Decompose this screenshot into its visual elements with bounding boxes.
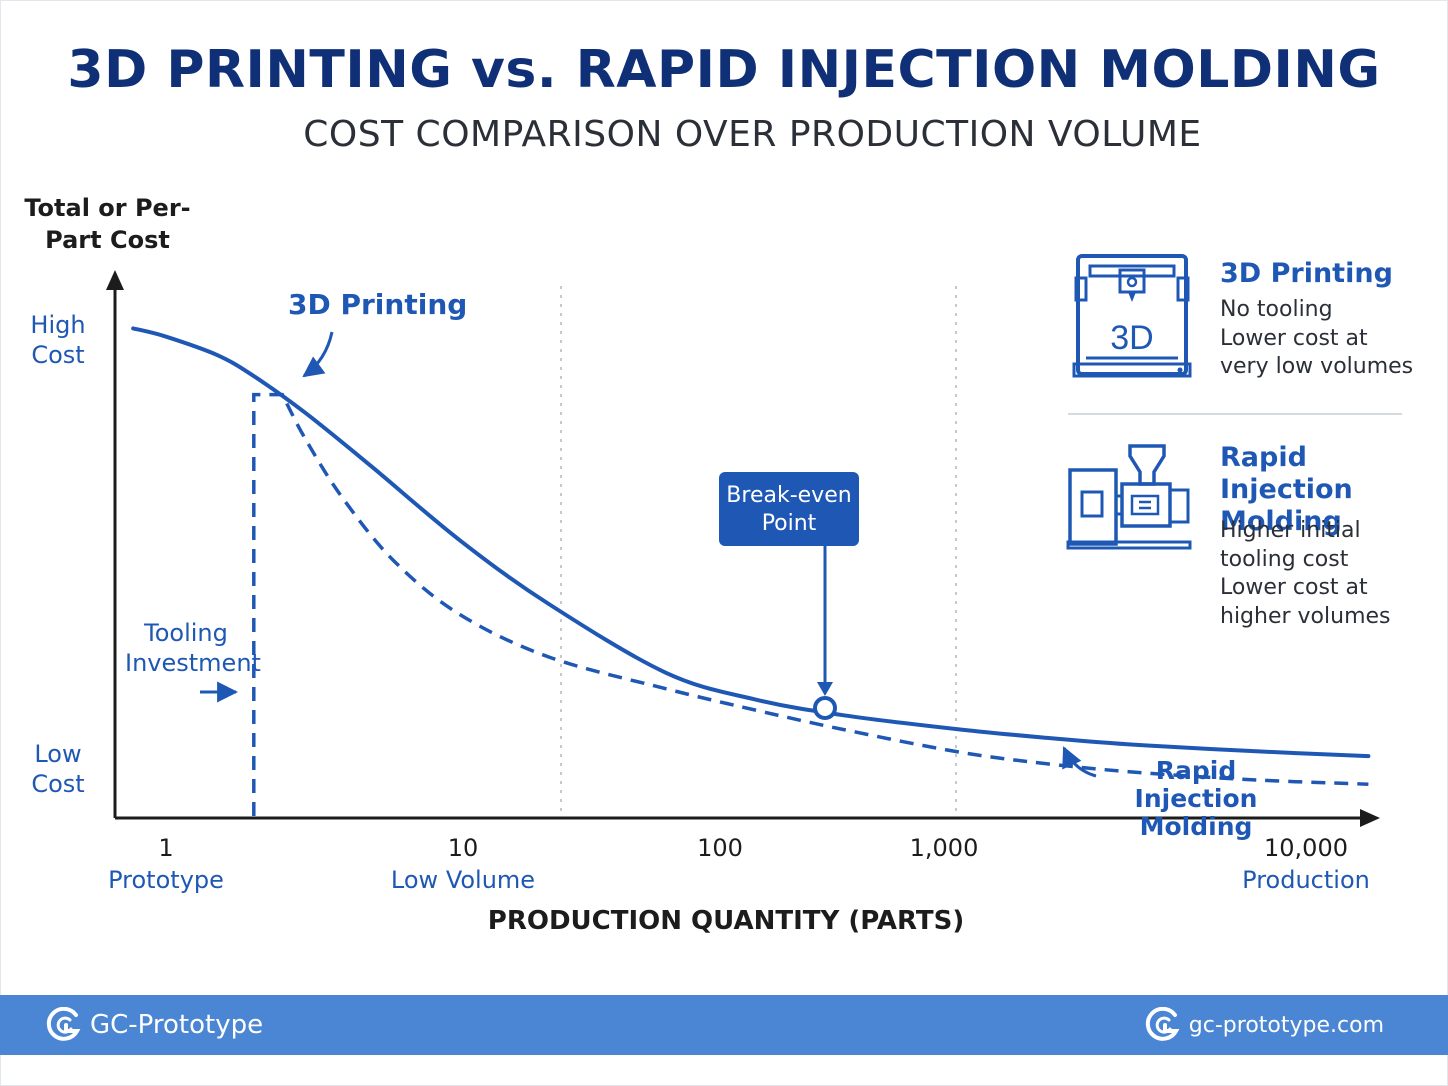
- legend-line: tooling cost: [1220, 546, 1349, 572]
- x-tick-label: 1: [158, 834, 174, 862]
- legend-line: Lower cost at: [1220, 575, 1368, 600]
- chart-subtitle: COST COMPARISON OVER PRODUCTION VOLUME: [303, 114, 1202, 155]
- series-label-3d-printing: 3D Printing: [288, 288, 468, 321]
- x-tick-label: 100: [697, 834, 743, 862]
- gc-logo-icon: [1145, 1007, 1180, 1041]
- x-axis-label: PRODUCTION QUANTITY (PARTS): [487, 906, 965, 936]
- footer-brand[interactable]: GC-Prototype: [46, 1007, 264, 1042]
- series-pointer-injection-molding: [1062, 746, 1097, 778]
- y-axis-label: Total or Per-Part Cost: [24, 194, 191, 254]
- break-even-box: Break-even Point: [719, 472, 859, 546]
- x-tick-1000: 1,000: [834, 832, 1054, 864]
- legend-line: very low volumes: [1220, 354, 1414, 379]
- break-even-label: Break-even Point: [726, 483, 852, 536]
- 3d-printer-icon: 3D: [1072, 254, 1192, 378]
- series-line-injection-molding: [252, 392, 1369, 816]
- x-tick-label: 10: [447, 834, 479, 862]
- footer-url-text: gc-prototype.com: [1188, 1012, 1384, 1038]
- legend-title-line: Rapid Injection: [1220, 442, 1353, 505]
- legend-title-3d-printing: 3D Printing: [1220, 258, 1393, 289]
- x-tick-100: 100: [610, 832, 830, 864]
- x-tick-label: 10,000: [1264, 834, 1348, 862]
- break-even-marker: [813, 696, 837, 720]
- y-tick-low: Low Cost: [31, 740, 85, 798]
- x-axis-arrowhead: [1360, 809, 1380, 827]
- legend-title-line: Molding: [1220, 506, 1342, 537]
- x-tick-1: 1 Prototype: [56, 832, 276, 896]
- series-pointer-3d-printing: [302, 331, 334, 378]
- legend-line: Higher initial: [1220, 518, 1361, 543]
- x-tick-category: Prototype: [108, 866, 224, 894]
- x-tick-category: Low Volume: [390, 866, 536, 894]
- series-label-injection-molding: Rapid Injection Molding: [1134, 756, 1258, 841]
- break-even-arrowhead: [817, 682, 833, 696]
- x-tick-10: 10 Low Volume: [353, 832, 573, 896]
- injection-machine-icon: [1066, 444, 1192, 550]
- footer-brand-name: GC-Prototype: [90, 1010, 264, 1040]
- legend-desc-injection-molding: Higher initial tooling cost Lower cost a…: [1220, 517, 1391, 631]
- legend-line: No tooling: [1220, 297, 1333, 322]
- x-tick-label: 1,000: [909, 834, 979, 862]
- footer-bar: GC-Prototype gc-prototype.com: [0, 995, 1448, 1055]
- y-axis-arrowhead: [106, 270, 124, 290]
- 3d-icon-text: 3D: [1110, 319, 1153, 357]
- chart-title: 3D PRINTING vs. RAPID INJECTION MOLDING: [67, 40, 1381, 100]
- legend-desc-3d-printing: No tooling Lower cost at very low volume…: [1220, 296, 1413, 382]
- legend-title-injection-molding: Rapid Injection Molding: [1220, 442, 1448, 538]
- tooling-investment-label: Tooling Investment: [125, 619, 261, 677]
- gc-logo-icon: [46, 1007, 81, 1041]
- x-tick-10000: 10,000 Production: [1196, 832, 1416, 896]
- y-tick-high: High Cost: [30, 311, 86, 369]
- legend-divider: [1068, 413, 1402, 415]
- series-line-3d-printing: [131, 326, 1371, 759]
- x-tick-category: Production: [1242, 866, 1370, 894]
- legend-line: higher volumes: [1220, 603, 1391, 629]
- footer-url[interactable]: gc-prototype.com: [1145, 1007, 1384, 1042]
- legend-line: Lower cost at: [1220, 325, 1368, 351]
